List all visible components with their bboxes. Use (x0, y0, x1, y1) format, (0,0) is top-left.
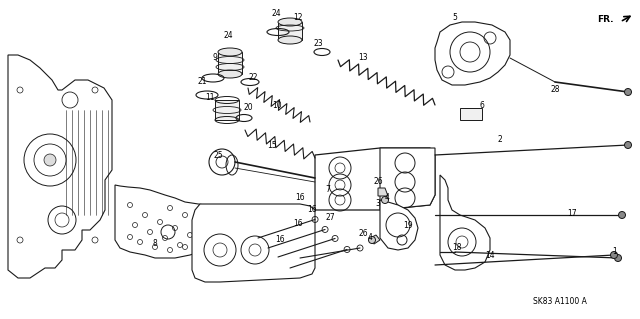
Circle shape (625, 142, 632, 149)
Text: 5: 5 (452, 13, 458, 23)
Text: 2: 2 (498, 136, 502, 145)
Polygon shape (8, 55, 112, 278)
Text: 21: 21 (197, 78, 207, 86)
Text: 9: 9 (212, 54, 218, 63)
Circle shape (625, 88, 632, 95)
Ellipse shape (218, 48, 242, 56)
Text: 1: 1 (612, 248, 618, 256)
Text: 4: 4 (367, 233, 372, 241)
Text: 25: 25 (213, 151, 223, 160)
Text: 7: 7 (326, 186, 330, 195)
Circle shape (618, 211, 625, 219)
Polygon shape (378, 188, 388, 196)
Ellipse shape (218, 70, 242, 78)
Text: 10: 10 (272, 100, 282, 109)
Text: 28: 28 (550, 85, 560, 94)
Text: 15: 15 (267, 140, 277, 150)
Polygon shape (380, 148, 435, 210)
Text: 12: 12 (293, 13, 303, 23)
Polygon shape (435, 22, 510, 85)
Polygon shape (115, 185, 215, 258)
Polygon shape (380, 200, 418, 250)
Text: 24: 24 (271, 10, 281, 19)
Ellipse shape (278, 36, 302, 44)
Text: 27: 27 (325, 213, 335, 222)
Text: 6: 6 (479, 101, 484, 110)
Polygon shape (315, 148, 435, 210)
Text: 16: 16 (275, 235, 285, 244)
Circle shape (381, 197, 388, 204)
Text: 22: 22 (248, 73, 258, 83)
Text: 19: 19 (403, 221, 413, 231)
Text: SK83 A1100 A: SK83 A1100 A (533, 298, 587, 307)
Text: 26: 26 (358, 229, 368, 239)
Bar (218, 52, 242, 74)
Text: 18: 18 (452, 243, 461, 253)
Text: 23: 23 (313, 40, 323, 48)
Text: 17: 17 (567, 209, 577, 218)
Circle shape (611, 251, 618, 258)
Text: 20: 20 (243, 103, 253, 113)
Bar (215, 100, 239, 120)
Text: 16: 16 (295, 192, 305, 202)
Bar (278, 22, 302, 40)
Text: 26: 26 (373, 177, 383, 187)
Polygon shape (440, 175, 490, 270)
Text: 4: 4 (385, 192, 389, 202)
Text: 8: 8 (152, 239, 157, 248)
Circle shape (614, 255, 621, 262)
Circle shape (44, 154, 56, 166)
Text: 3: 3 (376, 199, 380, 209)
Text: 16: 16 (293, 219, 303, 228)
Text: FR.: FR. (596, 16, 613, 25)
Polygon shape (370, 235, 380, 244)
Text: 14: 14 (485, 250, 495, 259)
Ellipse shape (278, 18, 302, 26)
Text: 11: 11 (205, 93, 215, 101)
Circle shape (369, 236, 376, 243)
Polygon shape (465, 108, 480, 118)
Bar (460, 108, 482, 120)
Polygon shape (192, 204, 315, 282)
Text: 16: 16 (307, 205, 317, 214)
Text: 24: 24 (223, 32, 233, 41)
Text: 13: 13 (358, 54, 368, 63)
